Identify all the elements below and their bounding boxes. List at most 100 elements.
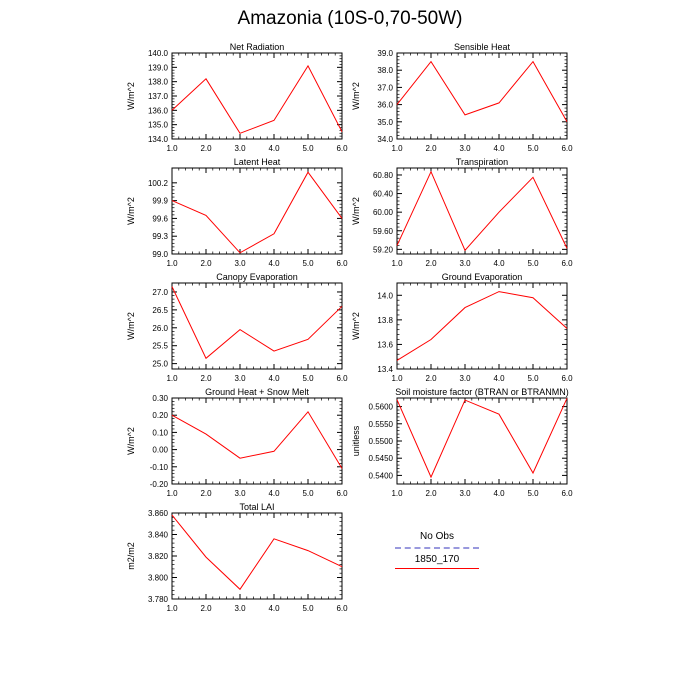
x-tick-label: 4.0 bbox=[268, 259, 280, 268]
y-tick-label: 25.0 bbox=[152, 360, 168, 369]
panel-net-radiation: Net Radiation W/m^2 1.0 2.0 3.0 4.0 5.0 6.0 134.… bbox=[126, 42, 348, 153]
series-line-1850-170 bbox=[396, 60, 568, 123]
y-tick-label: 0.5550 bbox=[369, 420, 394, 429]
y-tick-label: 59.60 bbox=[373, 227, 394, 236]
x-tick-label: 4.0 bbox=[493, 144, 505, 153]
series-line-1850-170 bbox=[171, 410, 343, 469]
y-axis-label: W/m^2 bbox=[351, 197, 361, 225]
x-tick-label: 3.0 bbox=[459, 144, 471, 153]
x-tick-label: 4.0 bbox=[268, 489, 280, 498]
x-tick-label: 5.0 bbox=[302, 374, 314, 383]
plot-frame bbox=[171, 512, 343, 600]
panel-title: Total LAI bbox=[239, 502, 274, 512]
y-tick-label: 99.0 bbox=[152, 250, 168, 259]
y-tick-label: 26.5 bbox=[152, 306, 168, 315]
y-tick-label: 13.6 bbox=[377, 340, 393, 349]
y-tick-label: 0.00 bbox=[152, 446, 168, 455]
y-tick-label: 99.6 bbox=[152, 214, 168, 223]
legend-swatch-no-obs bbox=[395, 547, 479, 549]
x-tick-label: 2.0 bbox=[425, 144, 437, 153]
panel-title: Transpiration bbox=[456, 157, 508, 167]
y-axis-label: W/m^2 bbox=[126, 312, 136, 340]
y-tick-label: 3.780 bbox=[148, 595, 169, 604]
series-line-1850-170 bbox=[171, 286, 343, 360]
x-tick-label: 6.0 bbox=[561, 259, 573, 268]
y-tick-label: 26.0 bbox=[152, 324, 168, 333]
y-tick-label: 136.0 bbox=[148, 106, 169, 115]
x-tick-label: 1.0 bbox=[166, 374, 178, 383]
x-tick-label: 1.0 bbox=[391, 259, 403, 268]
x-tick-label: 5.0 bbox=[527, 259, 539, 268]
y-tick-label: 38.0 bbox=[377, 66, 393, 75]
x-tick-label: 3.0 bbox=[234, 374, 246, 383]
y-tick-label: 99.9 bbox=[152, 197, 168, 206]
plot-frame bbox=[396, 397, 568, 485]
panel-title: Net Radiation bbox=[230, 42, 285, 52]
panel-latent-heat: Latent Heat W/m^2 1.0 2.0 3.0 4.0 5.0 6.0 99.0 99… bbox=[126, 157, 348, 268]
plot-frame bbox=[396, 282, 568, 370]
y-tick-label: 135.0 bbox=[148, 121, 169, 130]
y-tick-label: 13.8 bbox=[377, 316, 393, 325]
legend: No Obs 1850_170 bbox=[395, 530, 485, 574]
y-tick-label: 99.3 bbox=[152, 232, 168, 241]
plot-frame bbox=[396, 52, 568, 140]
x-tick-label: 5.0 bbox=[302, 604, 314, 613]
y-tick-label: 27.0 bbox=[152, 288, 168, 297]
x-tick-label: 6.0 bbox=[336, 144, 348, 153]
x-tick-label: 2.0 bbox=[425, 489, 437, 498]
x-tick-label: 1.0 bbox=[391, 144, 403, 153]
x-tick-label: 2.0 bbox=[200, 259, 212, 268]
x-tick-label: 4.0 bbox=[268, 144, 280, 153]
y-tick-label: 60.00 bbox=[373, 208, 394, 217]
x-tick-label: 5.0 bbox=[527, 489, 539, 498]
plot-frame bbox=[171, 282, 343, 370]
plot-frame bbox=[171, 52, 343, 140]
y-axis-label: W/m^2 bbox=[126, 427, 136, 455]
panel-title: Ground Heat + Snow Melt bbox=[205, 387, 309, 397]
y-tick-label: 59.20 bbox=[373, 245, 394, 254]
y-tick-label: 35.0 bbox=[377, 118, 393, 127]
x-tick-label: 5.0 bbox=[302, 259, 314, 268]
y-tick-label: 37.0 bbox=[377, 83, 393, 92]
y-tick-label: 137.0 bbox=[148, 92, 169, 101]
x-tick-label: 1.0 bbox=[166, 259, 178, 268]
series-line-1850-170 bbox=[396, 291, 568, 361]
panel-total-lai: Total LAI m2/m2 1.0 2.0 3.0 4.0 5.0 6.0 3.780 3.8… bbox=[126, 502, 348, 613]
panel-soil-moisture-factor-btran-or-btranmn: Soil moisture factor (BTRAN or BTRANMN) u… bbox=[351, 387, 573, 498]
x-tick-label: 4.0 bbox=[268, 374, 280, 383]
x-tick-label: 6.0 bbox=[336, 259, 348, 268]
panel-ground-evaporation: Ground Evaporation W/m^2 1.0 2.0 3.0 4.0 5.0 6.… bbox=[351, 272, 573, 383]
x-tick-label: 2.0 bbox=[200, 144, 212, 153]
x-tick-label: 3.0 bbox=[459, 259, 471, 268]
y-tick-label: 0.20 bbox=[152, 411, 168, 420]
x-tick-label: 3.0 bbox=[234, 144, 246, 153]
x-tick-label: 2.0 bbox=[425, 259, 437, 268]
y-tick-label: 140.0 bbox=[148, 49, 169, 58]
y-tick-label: 139.0 bbox=[148, 63, 169, 72]
y-axis-label: m2/m2 bbox=[126, 542, 136, 570]
x-tick-label: 1.0 bbox=[166, 604, 178, 613]
y-axis-label: W/m^2 bbox=[351, 312, 361, 340]
y-tick-label: 0.5400 bbox=[369, 471, 394, 480]
x-tick-label: 2.0 bbox=[200, 374, 212, 383]
panel-title: Latent Heat bbox=[234, 157, 281, 167]
x-tick-label: 5.0 bbox=[302, 489, 314, 498]
y-axis-label: unitless bbox=[351, 425, 361, 456]
panel-title: Soil moisture factor (BTRAN or BTRANMN) bbox=[395, 387, 569, 397]
plot-frame bbox=[171, 167, 343, 255]
y-tick-label: 3.840 bbox=[148, 531, 169, 540]
y-tick-label: 60.80 bbox=[373, 171, 394, 180]
legend-label-no-obs: No Obs bbox=[420, 531, 454, 542]
series-line-1850-170 bbox=[171, 171, 343, 254]
x-tick-label: 1.0 bbox=[166, 489, 178, 498]
x-tick-label: 1.0 bbox=[166, 144, 178, 153]
y-tick-label: 134.0 bbox=[148, 135, 169, 144]
x-tick-label: 2.0 bbox=[200, 489, 212, 498]
x-tick-label: 4.0 bbox=[493, 489, 505, 498]
y-tick-label: 0.5600 bbox=[369, 403, 394, 412]
x-tick-label: 4.0 bbox=[493, 374, 505, 383]
y-tick-label: 60.40 bbox=[373, 190, 394, 199]
figure-title: Amazonia (10S-0,70-50W) bbox=[237, 8, 463, 29]
y-axis-label: W/m^2 bbox=[351, 82, 361, 110]
